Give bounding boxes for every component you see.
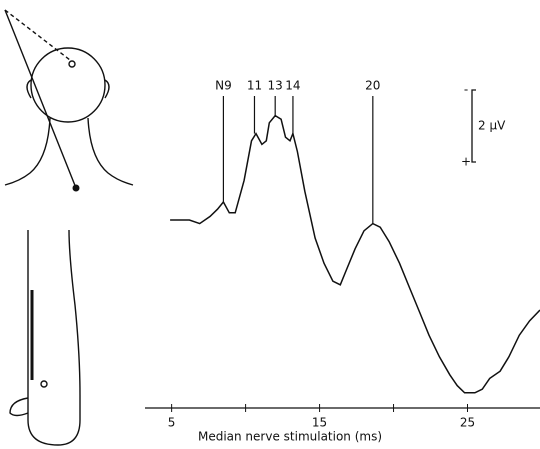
x-tick-label: 5 <box>168 416 176 430</box>
scale-bar <box>471 89 476 163</box>
ears <box>26 79 110 99</box>
waveform <box>170 114 540 394</box>
scalp-electrode <box>68 60 76 68</box>
peak-label: N9 <box>215 79 232 93</box>
line-of-sight <box>4 9 77 189</box>
peak-label: 11 <box>247 79 262 93</box>
peak-label: 13 <box>268 79 283 93</box>
scale-bar-label: 2 µV <box>478 119 506 133</box>
x-tick-label: 25 <box>460 416 475 430</box>
neck <box>4 117 134 186</box>
scale-bar-bottom: + <box>461 155 471 169</box>
neck-electrode <box>72 184 80 192</box>
thumb <box>9 397 29 417</box>
x-axis-label: Median nerve stimulation (ms) <box>198 430 382 444</box>
scale-bar-top: - <box>464 83 468 97</box>
peak-label: 14 <box>285 79 300 93</box>
x-tick-label: 15 <box>312 416 327 430</box>
illustration <box>4 9 134 446</box>
head <box>30 47 106 123</box>
arm <box>27 229 81 446</box>
peak-label: 20 <box>365 79 380 93</box>
wrist-electrode <box>40 380 48 388</box>
